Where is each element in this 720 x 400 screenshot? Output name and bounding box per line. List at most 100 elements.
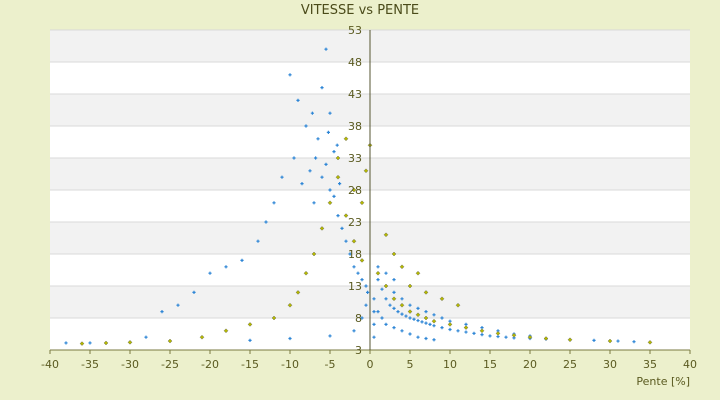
data-point <box>338 182 342 186</box>
data-point <box>543 336 549 341</box>
data-point <box>392 306 396 310</box>
data-point <box>64 341 68 345</box>
data-point <box>400 329 404 333</box>
data-point <box>359 200 365 206</box>
data-point <box>463 325 469 330</box>
data-point <box>335 174 341 180</box>
data-point <box>310 111 314 115</box>
data-point <box>292 156 296 160</box>
data-point <box>247 322 253 327</box>
data-point <box>288 336 292 341</box>
data-point <box>616 339 620 343</box>
data-point <box>256 239 260 243</box>
data-point <box>336 214 340 218</box>
x-tick-label: -30 <box>121 358 139 371</box>
data-point <box>160 310 164 314</box>
x-tick-label: -40 <box>41 358 59 371</box>
data-point <box>271 315 277 321</box>
y-tick-label: 38 <box>348 120 362 133</box>
data-point <box>167 338 173 344</box>
x-tick-label: 20 <box>523 358 537 371</box>
data-point <box>332 150 336 154</box>
data-point <box>326 130 330 134</box>
data-point <box>344 239 348 243</box>
data-point <box>240 258 244 262</box>
data-point <box>312 201 316 205</box>
data-point <box>295 290 301 295</box>
data-point <box>384 297 388 301</box>
data-point <box>343 213 349 218</box>
data-point <box>455 302 461 308</box>
data-point <box>408 332 412 336</box>
data-point <box>340 226 344 230</box>
data-point <box>511 332 517 338</box>
data-point <box>208 271 212 275</box>
data-point <box>248 338 252 342</box>
data-point <box>504 335 508 339</box>
data-point <box>408 316 412 320</box>
data-point <box>79 341 85 346</box>
x-tick-label: 10 <box>443 358 457 371</box>
x-tick-labels: -40 -35 -30 -25 -20 -15 -10 -5 0 5 10 15 20 25 30 35 40 <box>41 350 697 371</box>
data-point <box>567 337 573 343</box>
x-tick-label: 35 <box>643 358 657 371</box>
data-point <box>404 314 408 318</box>
data-point <box>396 310 400 314</box>
data-point <box>420 320 424 324</box>
data-point <box>392 278 396 282</box>
data-point <box>592 338 596 342</box>
data-point <box>316 137 320 141</box>
data-point <box>431 318 437 324</box>
data-point <box>432 313 436 317</box>
data-point <box>472 331 476 335</box>
data-point <box>324 162 328 166</box>
x-tick-label: -20 <box>201 358 219 371</box>
data-point <box>332 194 336 198</box>
data-point <box>359 258 365 263</box>
data-point <box>280 175 284 179</box>
data-point <box>399 302 405 308</box>
data-point <box>416 306 420 310</box>
data-point <box>400 297 404 301</box>
y-tick-label: 18 <box>348 248 362 261</box>
data-point <box>432 338 436 342</box>
y-tick-label: 43 <box>348 88 362 101</box>
data-point <box>360 316 364 320</box>
y-tick-label: 33 <box>348 152 362 165</box>
data-point <box>415 312 421 318</box>
data-point <box>103 340 109 346</box>
data-point <box>296 98 300 102</box>
data-points <box>64 47 653 346</box>
x-axis-label: Pente [%] <box>636 375 690 388</box>
chart-title: VITESSE vs PENTE <box>301 3 419 18</box>
data-point <box>372 322 376 326</box>
data-point <box>383 232 389 238</box>
y-tick-label: 23 <box>348 216 362 229</box>
data-point <box>392 326 396 330</box>
x-tick-label: -10 <box>281 358 299 371</box>
data-point <box>407 283 413 289</box>
y-tick-label: 28 <box>348 184 362 197</box>
x-tick-label: 30 <box>603 358 617 371</box>
data-point <box>311 251 317 257</box>
data-point <box>412 317 416 321</box>
y-tick-label: 53 <box>348 24 362 37</box>
x-tick-label: 40 <box>683 358 697 371</box>
x-tick-label: 0 <box>367 358 374 371</box>
data-point <box>388 303 392 307</box>
data-point <box>364 284 368 288</box>
data-point <box>607 338 613 344</box>
data-point <box>304 124 308 128</box>
data-point <box>328 111 332 115</box>
data-point <box>176 303 180 307</box>
data-point <box>380 287 384 291</box>
y-tick-label: 3 <box>355 344 362 357</box>
data-point <box>343 136 349 142</box>
data-point <box>391 251 397 257</box>
data-point <box>384 322 388 326</box>
data-point <box>383 283 389 289</box>
data-point <box>392 290 396 294</box>
x-tick-label: -25 <box>161 358 179 371</box>
data-point <box>372 310 376 314</box>
x-tick-label: -15 <box>241 358 259 371</box>
